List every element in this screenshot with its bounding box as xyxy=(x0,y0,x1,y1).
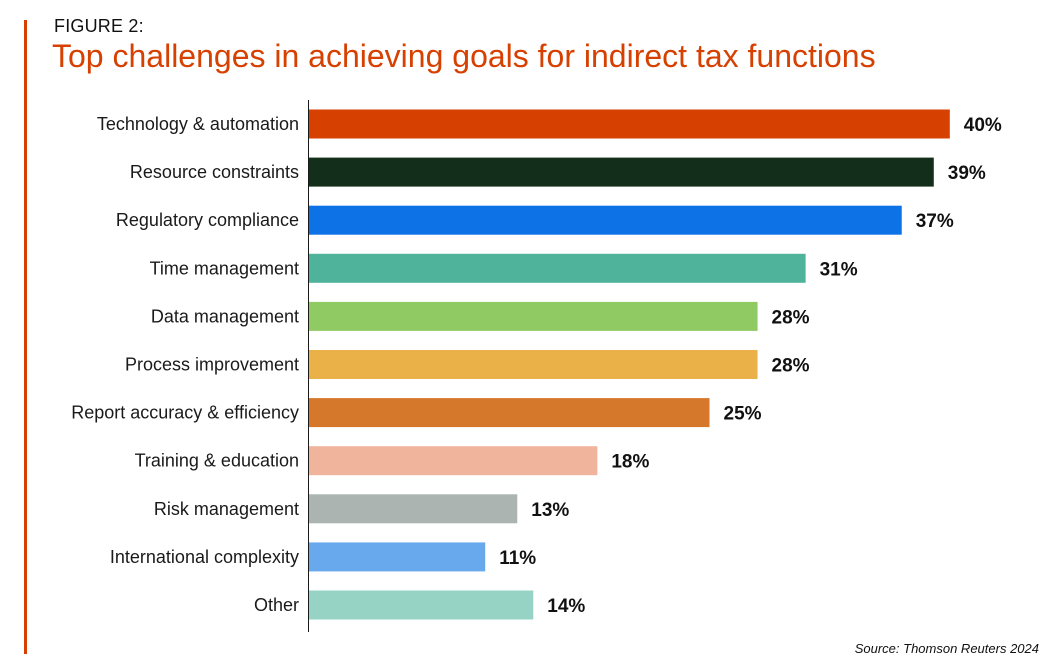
category-label-report-accuracy-and-efficiency: Report accuracy & efficiency xyxy=(71,403,299,423)
category-label-regulatory-compliance: Regulatory compliance xyxy=(116,210,299,230)
value-label-time-management: 31% xyxy=(820,259,858,280)
bar-international-complexity xyxy=(309,542,486,572)
value-label-risk-management: 13% xyxy=(531,500,569,521)
bar-process-improvement xyxy=(309,350,758,379)
chart-title: Top challenges in achieving goals for in… xyxy=(52,38,876,74)
category-label-technology-and-automation: Technology & automation xyxy=(97,114,299,134)
category-label-risk-management: Risk management xyxy=(154,499,299,519)
accent-rule xyxy=(24,20,27,654)
value-label-technology-and-automation: 40% xyxy=(964,115,1002,136)
bars-group: Technology & automation 40% Resource const… xyxy=(71,109,1002,620)
source-note: Source: Thomson Reuters 2024 xyxy=(854,641,1039,656)
bar-risk-management xyxy=(309,494,518,524)
bar-technology-and-automation xyxy=(309,109,950,139)
value-label-data-management: 28% xyxy=(772,307,810,328)
bar-resource-constraints xyxy=(309,157,934,187)
value-label-process-improvement: 28% xyxy=(772,356,810,377)
value-label-regulatory-compliance: 37% xyxy=(916,211,954,232)
category-label-process-improvement: Process improvement xyxy=(125,355,299,375)
value-label-report-accuracy-and-efficiency: 25% xyxy=(724,404,762,425)
bar-time-management xyxy=(309,253,806,283)
category-label-training-and-education: Training & education xyxy=(135,451,299,471)
value-label-international-complexity: 11% xyxy=(499,548,536,569)
value-label-training-and-education: 18% xyxy=(611,452,649,473)
category-label-other: Other xyxy=(254,595,299,615)
bar-training-and-education xyxy=(309,446,598,476)
bar-regulatory-compliance xyxy=(309,205,902,235)
value-label-other: 14% xyxy=(547,596,585,617)
bar-data-management xyxy=(309,301,758,331)
figure-label: FIGURE 2: xyxy=(54,16,144,36)
value-label-resource-constraints: 39% xyxy=(948,163,986,184)
category-label-data-management: Data management xyxy=(151,306,299,326)
category-label-international-complexity: International complexity xyxy=(110,547,299,567)
bar-report-accuracy-and-efficiency xyxy=(309,398,710,428)
category-label-resource-constraints: Resource constraints xyxy=(130,162,299,182)
bar-other xyxy=(309,590,534,620)
category-label-time-management: Time management xyxy=(150,258,299,278)
